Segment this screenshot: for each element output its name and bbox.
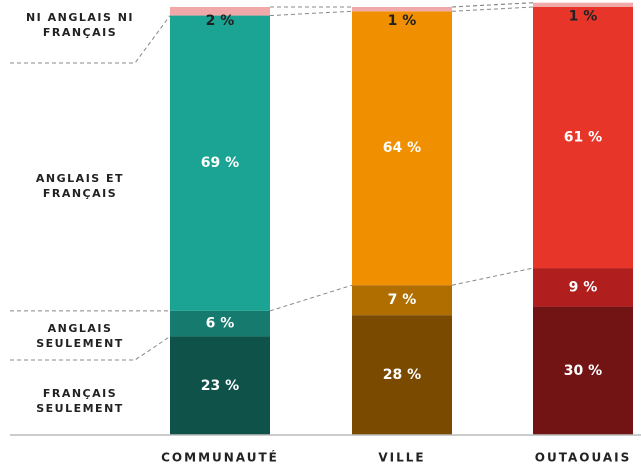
- value-label: 2 %: [206, 13, 235, 29]
- bar-segment: [533, 306, 633, 435]
- value-label: 6 %: [206, 316, 235, 332]
- series-label: ANGLAIS SEULEMENT: [36, 322, 124, 350]
- connector: [269, 284, 353, 312]
- bar-segment: [352, 7, 452, 12]
- bar-segment: [533, 2, 633, 7]
- bar-segment: [170, 336, 270, 435]
- series-label: ANGLAIS ET FRANÇAIS: [35, 172, 125, 200]
- connector: [451, 267, 534, 286]
- bar-segment: [352, 315, 452, 435]
- bar-segment: [352, 11, 452, 286]
- leader-line: [10, 15, 171, 64]
- value-label: 61 %: [564, 130, 602, 146]
- bar-segment: [533, 268, 633, 307]
- bar-segment: [170, 7, 270, 16]
- x-tick-label: VILLE: [378, 451, 425, 465]
- bar-segment: [533, 7, 633, 269]
- bar-segment: [352, 285, 452, 316]
- value-label: 69 %: [201, 155, 239, 171]
- value-label: 28 %: [383, 367, 421, 383]
- x-tick-label: OUTAOUAIS: [535, 451, 631, 465]
- x-tick-label: COMMUNAUTÉ: [161, 450, 279, 465]
- series-label: NI ANGLAIS NI FRANÇAIS: [25, 11, 135, 39]
- connector: [451, 2, 534, 8]
- value-label: 23 %: [201, 378, 239, 394]
- value-label: 7 %: [388, 292, 417, 308]
- value-label: 9 %: [569, 279, 598, 295]
- bar-segment: [170, 310, 270, 337]
- bar-segment: [170, 15, 270, 311]
- connector: [451, 2, 534, 8]
- value-label: 64 %: [383, 140, 421, 156]
- series-label: FRANÇAIS SEULEMENT: [36, 387, 124, 415]
- connector: [451, 6, 534, 12]
- connector: [269, 10, 353, 17]
- value-label: 30 %: [564, 363, 602, 379]
- value-label: 1 %: [569, 9, 598, 25]
- value-label: 1 %: [388, 13, 417, 29]
